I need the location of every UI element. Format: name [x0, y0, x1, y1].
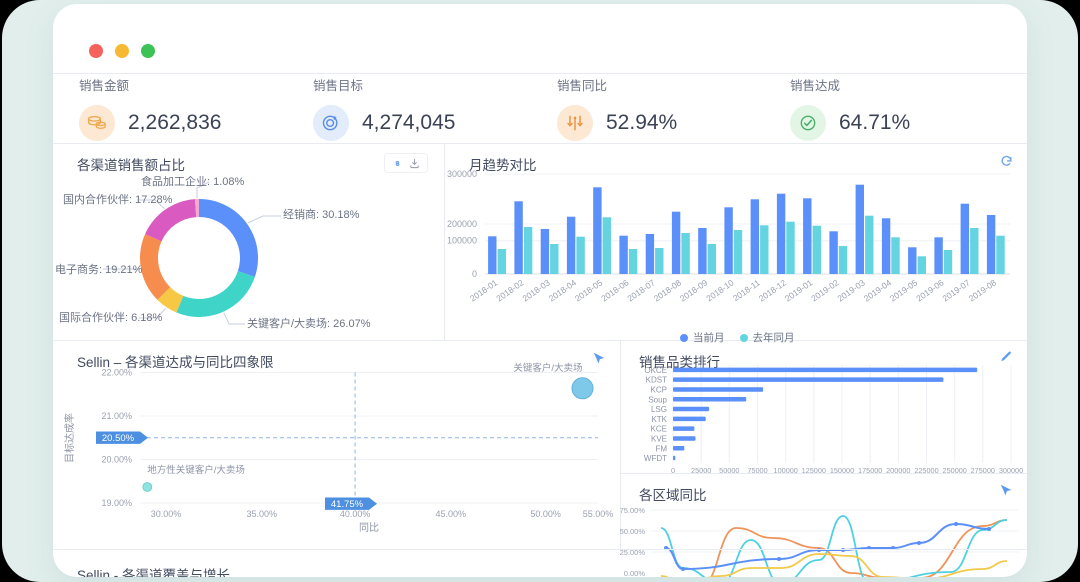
svg-text:2019-08: 2019-08	[967, 277, 999, 303]
svg-text:100000: 100000	[447, 236, 477, 246]
svg-text:2019-04: 2019-04	[862, 277, 894, 303]
svg-text:目标达成率: 目标达成率	[63, 413, 76, 463]
svg-text:关键客户/大卖场: 26.07%: 关键客户/大卖场: 26.07%	[247, 316, 371, 330]
svg-text:2019-02: 2019-02	[809, 277, 841, 303]
svg-text:关键客户/大卖场: 关键客户/大卖场	[513, 362, 582, 374]
svg-text:WFDT: WFDT	[644, 454, 667, 463]
svg-text:20.50%: 20.50%	[102, 433, 135, 444]
svg-text:FM: FM	[655, 444, 667, 453]
svg-text:经销商: 30.18%: 经销商: 30.18%	[283, 207, 360, 221]
svg-text:LSG: LSG	[651, 405, 667, 414]
svg-text:国际合作伙伴: 6.18%: 国际合作伙伴: 6.18%	[59, 310, 163, 324]
svg-text:KDST: KDST	[646, 376, 667, 385]
svg-text:300000: 300000	[447, 169, 477, 179]
svg-text:食品加工企业: 1.08%: 食品加工企业: 1.08%	[141, 176, 245, 188]
svg-text:40.00%: 40.00%	[340, 509, 371, 519]
svg-text:0: 0	[472, 269, 477, 279]
svg-text:2018-12: 2018-12	[757, 277, 789, 303]
svg-text:KCP: KCP	[651, 386, 667, 395]
svg-text:2019-06: 2019-06	[914, 277, 946, 303]
svg-text:2018-06: 2018-06	[599, 277, 631, 303]
svg-text:国内合作伙伴: 17.28%: 国内合作伙伴: 17.28%	[63, 192, 173, 206]
svg-text:75.00%: 75.00%	[620, 506, 646, 515]
svg-text:50.00%: 50.00%	[530, 509, 561, 519]
svg-text:21.00%: 21.00%	[101, 411, 132, 421]
svg-text:22.00%: 22.00%	[101, 368, 132, 378]
svg-text:KVE: KVE	[651, 435, 667, 444]
svg-text:同比: 同比	[359, 522, 379, 534]
svg-text:2018-09: 2018-09	[678, 277, 710, 303]
svg-text:2018-11: 2018-11	[731, 277, 762, 303]
svg-text:2018-03: 2018-03	[520, 277, 552, 303]
svg-text:2019-05: 2019-05	[888, 277, 920, 303]
svg-text:2019-03: 2019-03	[835, 277, 867, 303]
svg-text:2018-02: 2018-02	[494, 277, 526, 303]
svg-text:50.00%: 50.00%	[620, 527, 646, 536]
svg-text:30.00%: 30.00%	[151, 509, 182, 519]
svg-text:20.00%: 20.00%	[101, 455, 132, 465]
svg-text:电子商务: 19.21%: 电子商务: 19.21%	[55, 262, 143, 276]
svg-text:200000: 200000	[447, 219, 477, 229]
svg-text:KCE: KCE	[651, 425, 667, 434]
svg-text:2018-07: 2018-07	[625, 277, 657, 303]
svg-text:2019-07: 2019-07	[940, 277, 972, 303]
svg-text:45.00%: 45.00%	[436, 509, 467, 519]
svg-text:2018-04: 2018-04	[547, 277, 579, 303]
svg-text:2018-10: 2018-10	[704, 277, 736, 303]
svg-text:OKCE: OKCE	[644, 366, 667, 375]
svg-text:19.00%: 19.00%	[101, 498, 132, 508]
svg-text:2018-08: 2018-08	[652, 277, 684, 303]
svg-text:地方性关键客户/大卖场: 地方性关键客户/大卖场	[147, 464, 245, 476]
svg-text:55.00%: 55.00%	[583, 509, 614, 519]
svg-text:35.00%: 35.00%	[247, 509, 278, 519]
svg-text:2018-01: 2018-01	[468, 277, 500, 303]
svg-text:2018-05: 2018-05	[573, 277, 605, 303]
svg-text:KTK: KTK	[651, 415, 667, 424]
svg-text:2019-01: 2019-01	[783, 277, 815, 303]
svg-text:Soup: Soup	[648, 395, 667, 404]
svg-text:41.75%: 41.75%	[331, 499, 364, 510]
